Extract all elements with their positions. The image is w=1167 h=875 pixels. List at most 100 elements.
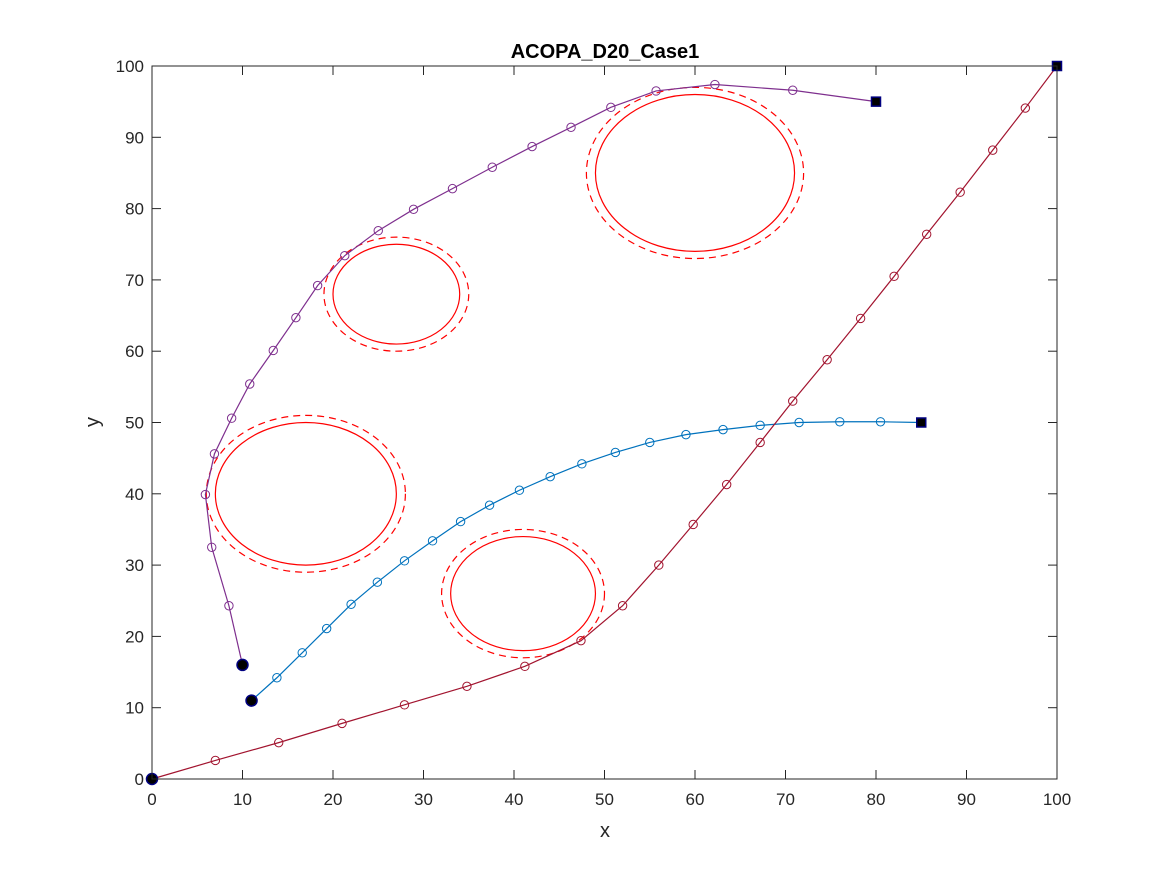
obstacle-margin-2 <box>205 414 407 573</box>
path-1-point <box>606 102 616 113</box>
path-2-point <box>835 417 845 427</box>
path-1-point <box>200 489 211 500</box>
path-3-point <box>788 396 798 406</box>
path-3-point <box>721 479 732 490</box>
path-2-point <box>455 516 466 527</box>
path-3-point <box>955 187 965 197</box>
y-tick-label: 20 <box>125 627 144 646</box>
path-2-point <box>321 623 332 634</box>
path-line-3 <box>151 65 1058 780</box>
path-1-point <box>224 601 234 611</box>
x-tick-label: 70 <box>776 790 795 809</box>
path-2-point <box>399 556 410 566</box>
x-tick-label: 50 <box>595 790 614 809</box>
path-3-point <box>337 718 347 729</box>
obstacle-4 <box>594 93 796 252</box>
x-axis-label: x <box>600 820 610 842</box>
y-tick-label: 60 <box>125 342 144 361</box>
path-3-point <box>855 313 866 324</box>
path-2-point <box>427 536 438 546</box>
x-tick-label: 0 <box>147 790 156 809</box>
path-3-point <box>576 635 586 646</box>
y-tick-label: 0 <box>135 770 144 789</box>
path-1-point <box>651 86 661 96</box>
obstacle-margin-3 <box>440 528 606 659</box>
path-2-point <box>610 447 621 458</box>
obstacle-1 <box>332 243 461 345</box>
path-1-point <box>209 449 220 459</box>
y-tick-label: 90 <box>125 128 144 147</box>
path-1-point <box>788 85 798 95</box>
path-1-point <box>447 183 458 194</box>
path-3-point <box>688 519 698 530</box>
y-axis-label: y <box>82 417 104 427</box>
path-1-point <box>566 122 576 133</box>
y-tick-label: 70 <box>125 271 144 290</box>
y-tick-label: 10 <box>125 699 144 718</box>
path-3-point <box>462 681 472 692</box>
path-1-point <box>312 280 323 291</box>
path-3-point <box>822 355 832 365</box>
path-2-point <box>794 417 804 428</box>
path-1-point <box>226 413 237 423</box>
path-1-point <box>268 345 278 356</box>
path-3-point <box>889 271 899 282</box>
y-tick-label: 80 <box>125 200 144 219</box>
path-2-point <box>681 429 691 440</box>
obstacle-3 <box>450 535 597 652</box>
y-tick-label: 30 <box>125 556 144 575</box>
path-2-point <box>577 459 587 469</box>
path-1-point <box>373 226 383 236</box>
path-2-point <box>875 417 886 427</box>
obstacle-margin-4 <box>585 86 805 260</box>
obstacle-margin-1 <box>323 236 470 352</box>
path-2-point <box>484 500 495 510</box>
x-tick-label: 20 <box>324 790 343 809</box>
x-tick-label: 80 <box>867 790 886 809</box>
path-1-point <box>710 79 720 90</box>
path-3-point <box>988 145 998 155</box>
path-2-point <box>718 424 728 435</box>
path-1-point <box>207 542 217 552</box>
path-1-point <box>408 204 419 215</box>
y-tick-label: 40 <box>125 485 144 504</box>
start-marker-2 <box>245 694 258 707</box>
path-1-point <box>527 141 537 152</box>
path-line-1 <box>204 83 877 666</box>
path-1-point <box>245 379 255 389</box>
path-3-point <box>654 560 664 570</box>
path-2-point <box>755 420 765 431</box>
path-2-point <box>645 437 655 448</box>
path-1-point <box>487 162 497 172</box>
path-2-point <box>272 673 282 683</box>
path-2-point <box>545 471 555 482</box>
x-tick-label: 100 <box>1043 790 1071 809</box>
path-2-point <box>346 599 356 610</box>
path-3-point <box>755 437 765 448</box>
goal-marker-1 <box>870 96 882 107</box>
path-1-point <box>340 250 350 261</box>
path-3-point <box>520 661 530 672</box>
goal-marker-2 <box>916 417 927 428</box>
start-marker-1 <box>236 658 249 672</box>
path-2-point <box>297 648 307 658</box>
path-3-point <box>1020 103 1031 113</box>
axes: 0 10 20 30 40 50 60 70 80 90 100 0 10 20 30 40 50 60 70 80 9… <box>116 57 1072 809</box>
path-3-point <box>399 700 410 710</box>
x-tick-label: 40 <box>505 790 524 809</box>
path-3-point <box>921 229 932 239</box>
path-2-point <box>514 485 525 495</box>
plot-area <box>145 60 1063 786</box>
path-1-point <box>291 312 301 323</box>
y-tick-label: 100 <box>116 57 144 76</box>
path-3-point <box>617 601 628 611</box>
path-3-point <box>274 737 284 748</box>
path-line-2 <box>251 421 922 702</box>
x-tick-label: 10 <box>233 790 252 809</box>
path-2-point <box>372 577 383 587</box>
path-3-point <box>210 755 221 766</box>
obstacle-2 <box>214 421 397 566</box>
x-tick-label: 60 <box>686 790 705 809</box>
y-tick-label: 50 <box>125 414 144 433</box>
